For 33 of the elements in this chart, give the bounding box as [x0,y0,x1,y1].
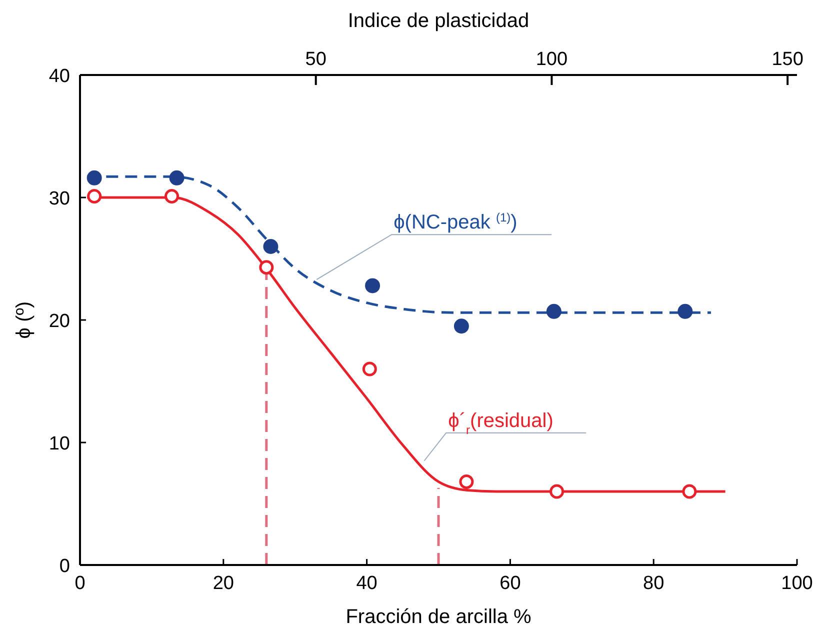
y-tick-label: 40 [48,66,70,87]
point [86,170,102,186]
point [362,362,377,376]
point [169,170,184,186]
x-tick-label: 100 [781,573,813,594]
x-tick-label: 20 [212,573,234,594]
x2-tick-label: 150 [772,49,804,70]
x-tick-label: 80 [643,573,664,594]
point [263,239,278,254]
point [546,304,562,319]
x-tick-label: 40 [356,573,378,594]
x-axis-title: Fracción de arcilla % [346,606,532,628]
point [365,278,380,294]
x2-axis-title: Indice de plasticidad [348,10,530,32]
x2-tick-label: 50 [305,49,326,70]
point [550,484,564,499]
x2-tick-label: 100 [536,49,568,70]
point [459,474,474,489]
annotation: ϕ(NC-peak $^{(1)}$) [394,210,518,234]
point [682,484,697,499]
point [678,304,693,319]
point [87,189,102,204]
point [454,318,469,334]
y-tick-label: 0 [59,556,70,577]
annotation: ϕ´$_{r}$(residual) [448,410,554,437]
y-tick-label: 10 [48,434,70,454]
y-tick-label: 20 [48,311,70,332]
x-tick-label: 0 [74,573,86,594]
point [259,260,274,275]
y-axis-title: ϕ (º) [13,301,35,339]
y-tick-label: 30 [48,188,70,210]
point [164,189,180,204]
x-tick-label: 60 [500,573,521,594]
